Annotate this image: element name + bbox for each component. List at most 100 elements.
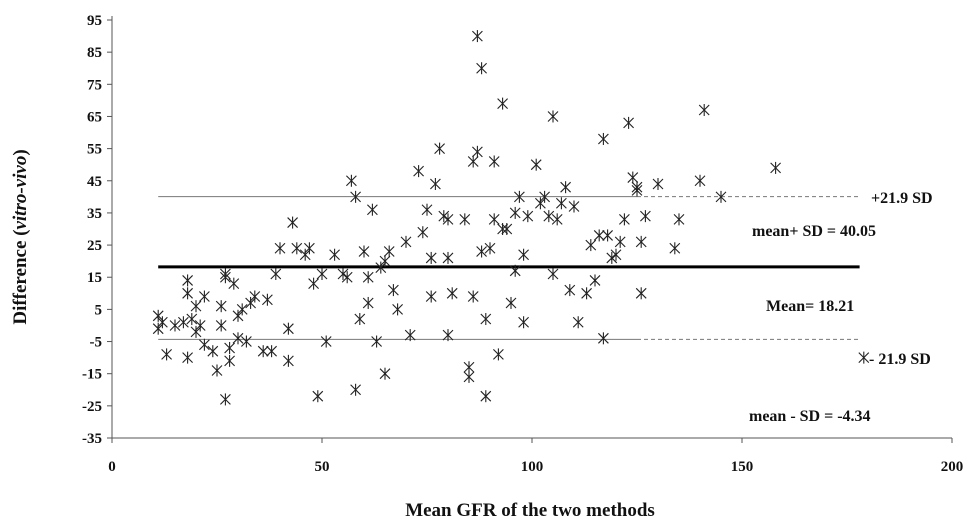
data-point [224, 354, 235, 367]
data-point [434, 142, 445, 155]
data-point [316, 268, 328, 281]
data-point [518, 316, 529, 329]
data-point [421, 203, 433, 216]
data-point [463, 370, 475, 383]
x-tick-labels: 0 50 100 150 200 [108, 459, 963, 475]
y-tick-label: 55 [87, 142, 102, 158]
data-point [346, 174, 357, 187]
data-point [568, 200, 580, 213]
y-tick-label: 95 [87, 13, 102, 29]
data-point [274, 242, 286, 255]
data-point [509, 264, 521, 277]
data-point [698, 104, 710, 117]
data-point [375, 261, 387, 274]
data-point [350, 383, 361, 396]
upper-mean-sd-label: mean+ SD = 40.05 [752, 223, 876, 240]
data-point [388, 284, 399, 297]
data-point [535, 197, 546, 210]
data-point [220, 268, 231, 281]
data-point [631, 184, 643, 197]
data-point [614, 235, 626, 248]
x-tick-label: 100 [521, 459, 544, 475]
mean-label: Mean= 18.21 [766, 298, 854, 315]
data-point [413, 165, 424, 178]
data-point [320, 335, 332, 348]
data-point [257, 345, 269, 358]
data-point [224, 341, 235, 354]
data-point [211, 364, 223, 377]
data-point [635, 235, 647, 248]
data-point [770, 161, 781, 174]
data-point [383, 245, 395, 258]
data-point [430, 177, 441, 190]
data-point [232, 309, 244, 322]
data-point [287, 216, 298, 229]
data-point [669, 242, 681, 255]
data-point [518, 248, 529, 261]
data-point [640, 210, 651, 223]
x-tick-label: 50 [315, 459, 330, 475]
data-point [572, 316, 584, 329]
data-point [472, 145, 483, 158]
data-point [673, 213, 685, 226]
x-axis-title: Mean GFR of the two methods [405, 500, 655, 521]
y-tick-label: 85 [87, 45, 102, 61]
data-point [354, 313, 366, 326]
data-point [417, 226, 429, 239]
data-point [505, 296, 517, 309]
y-axis-title-suffix: ) [10, 149, 31, 155]
y-tick-label: -15 [82, 367, 102, 383]
data-point [371, 335, 382, 348]
data-point [522, 210, 534, 223]
data-point [190, 300, 202, 313]
data-point [467, 155, 479, 168]
data-point [635, 287, 647, 300]
data-point [215, 300, 227, 313]
data-point [564, 284, 576, 297]
data-point [152, 322, 164, 335]
data-point [547, 110, 559, 123]
data-point [476, 62, 487, 75]
data-point [270, 268, 282, 281]
data-point [446, 287, 458, 300]
data-point [581, 287, 592, 300]
data-point [367, 203, 378, 216]
data-point [509, 206, 521, 219]
data-point [493, 348, 504, 361]
data-point [207, 345, 219, 358]
y-axis-title-italic: vitro-vivo [10, 156, 31, 230]
x-tick-label: 200 [941, 459, 964, 475]
data-point [182, 274, 193, 287]
data-point [182, 287, 193, 300]
data-point [362, 271, 374, 284]
data-point [341, 271, 353, 284]
data-point [182, 351, 193, 364]
data-point [404, 329, 416, 342]
data-point [627, 171, 639, 184]
data-point [858, 351, 870, 364]
data-point [329, 248, 340, 261]
data-point [245, 296, 256, 309]
data-point [358, 245, 370, 258]
data-point [190, 325, 202, 338]
data-point [598, 132, 609, 145]
data-point [178, 316, 189, 329]
data-point [556, 197, 567, 210]
data-point [312, 390, 324, 403]
y-tick-label: -35 [82, 431, 102, 447]
data-point [161, 348, 172, 361]
data-point [400, 235, 412, 248]
data-point [547, 268, 559, 281]
x-tick-label: 150 [731, 459, 754, 475]
data-point [585, 239, 597, 252]
data-point [623, 116, 634, 129]
data-point [199, 338, 210, 351]
x-tick-label: 0 [108, 459, 116, 475]
data-point [241, 335, 252, 348]
y-tick-label: 65 [87, 109, 102, 125]
data-point [262, 293, 273, 306]
data-points [152, 30, 870, 406]
data-point [304, 242, 315, 255]
data-point [610, 248, 622, 261]
data-point [501, 223, 513, 235]
